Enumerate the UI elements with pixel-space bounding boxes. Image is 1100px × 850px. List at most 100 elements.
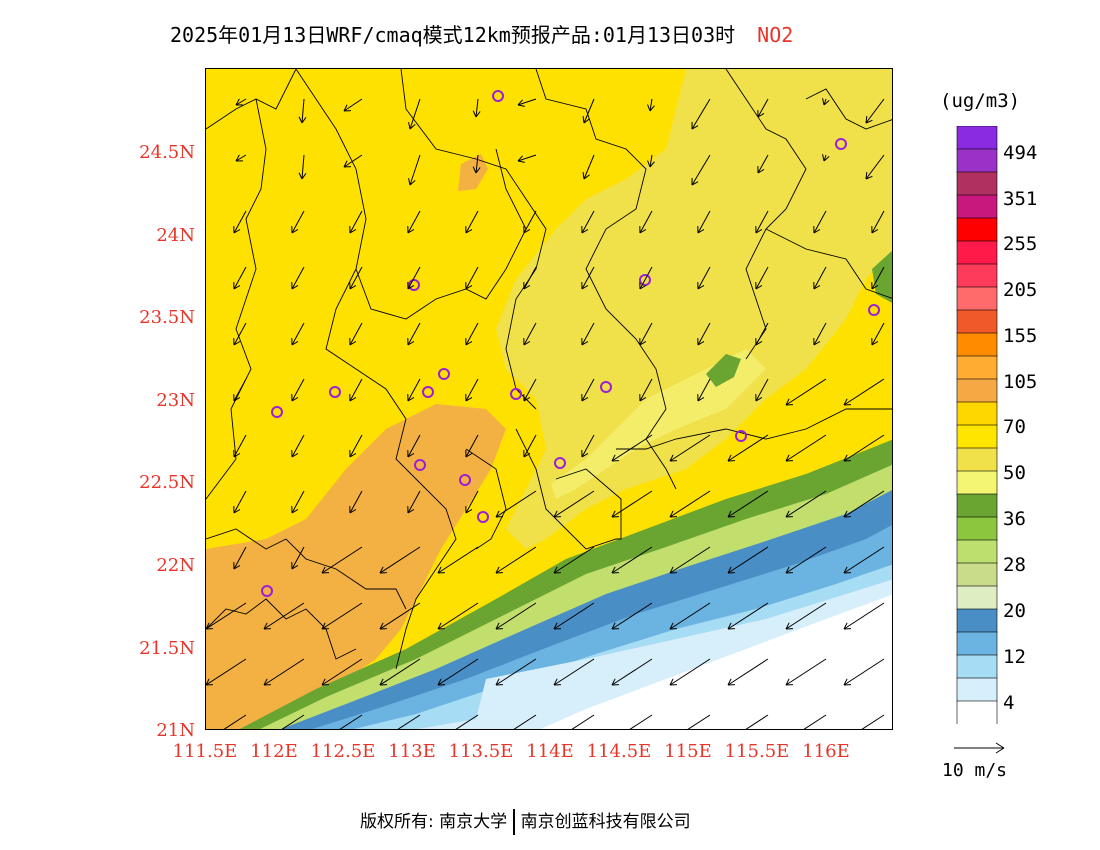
wind-arrow <box>582 98 595 124</box>
station-marker <box>459 474 471 486</box>
station-marker <box>438 368 450 380</box>
wind-arrow <box>843 658 885 686</box>
wind-arrow <box>582 154 595 180</box>
wind-arrow <box>865 154 885 180</box>
wind-arrow <box>472 98 481 118</box>
legend-swatch <box>956 447 998 472</box>
legend-label-255: 255 <box>1003 233 1038 255</box>
wind-arrow <box>669 490 711 518</box>
wind-arrow <box>757 98 769 118</box>
lon-tick-116: 116E <box>802 741 850 762</box>
wind-arrow <box>523 434 537 458</box>
wind-arrow <box>639 378 653 402</box>
wind-arrow <box>727 658 769 686</box>
wind-arrow <box>843 378 885 406</box>
wind-arrow <box>843 434 885 462</box>
wind-arrow <box>865 98 885 124</box>
wind-arrow <box>233 546 247 570</box>
wind-arrow <box>523 210 537 234</box>
legend-swatch <box>956 309 998 334</box>
wind-arrow <box>785 546 827 574</box>
wind-arrow <box>755 322 769 346</box>
wind-arrow <box>785 378 827 406</box>
wind-arrow <box>727 434 769 462</box>
pale-yellow-zone <box>551 349 766 499</box>
wind-arrow <box>513 714 537 729</box>
lon-tick-113: 113E <box>388 741 436 762</box>
station-marker <box>329 386 341 398</box>
station-marker <box>735 430 747 442</box>
legend-label-20: 20 <box>1003 600 1026 622</box>
title-pollutant: NO2 <box>757 23 794 47</box>
station-marker <box>600 381 612 393</box>
wind-arrow <box>553 658 595 686</box>
copyright-footer: 版权所有: 南京大学 南京创蓝科技有限公司 <box>360 808 691 836</box>
wind-arrow <box>611 490 653 518</box>
light-yellow-zone <box>496 69 892 549</box>
wind-arrow <box>581 266 595 290</box>
wind-arrow <box>397 714 421 729</box>
wind-arrow <box>263 658 305 686</box>
forecast-map <box>206 69 892 729</box>
wind-arrow <box>455 714 479 729</box>
wind-arrow <box>523 266 537 290</box>
wind-arrow <box>233 490 247 514</box>
wind-arrow <box>349 322 363 346</box>
wind-arrow <box>669 658 711 686</box>
legend-swatch <box>956 263 998 288</box>
station-marker <box>554 457 566 469</box>
wind-arrow <box>465 266 479 290</box>
lon-tick-114.5: 114.5E <box>586 741 652 762</box>
map-panel <box>205 68 893 730</box>
wind-arrow <box>581 322 595 346</box>
wind-arrow <box>581 210 595 234</box>
lon-tick-112: 112E <box>250 741 298 762</box>
legend-swatch <box>956 700 998 724</box>
wind-arrow <box>629 714 653 729</box>
wind-arrow <box>755 210 769 234</box>
legend-swatch <box>956 677 998 702</box>
wind-arrow <box>321 658 363 686</box>
wind-arrow <box>647 98 655 112</box>
wind-arrow <box>813 210 827 234</box>
legend-swatch <box>956 470 998 495</box>
wind-arrow <box>291 210 305 234</box>
wind-arrow <box>757 154 769 174</box>
wind-arrow <box>408 154 421 186</box>
legend-label-205: 205 <box>1003 279 1038 301</box>
legend-swatch <box>956 516 998 541</box>
wind-arrow <box>233 210 247 234</box>
footer-separator <box>513 809 515 835</box>
station-marker <box>408 279 420 291</box>
wind-arrow <box>407 322 421 346</box>
wind-arrow <box>298 98 307 124</box>
legend-label-36: 36 <box>1003 508 1026 530</box>
wind-arrow <box>639 266 653 290</box>
station-marker <box>510 388 522 400</box>
wind-arrow <box>233 378 247 402</box>
wind-arrow <box>697 266 711 290</box>
wind-arrow <box>495 490 537 518</box>
wind-arrow <box>233 266 247 290</box>
legend-swatch <box>956 286 998 311</box>
wind-arrow <box>263 602 305 630</box>
station-marker <box>835 138 847 150</box>
wind-arrow <box>517 154 537 163</box>
wind-arrow <box>349 434 363 458</box>
legend-swatch <box>956 171 998 196</box>
green-patch-center <box>706 354 741 387</box>
monitoring-stations <box>261 90 880 597</box>
wind-arrow <box>291 266 305 290</box>
lat-tick-23.5: 23.5N <box>139 307 195 328</box>
wind-arrow <box>687 714 711 729</box>
wind-arrow <box>517 98 537 107</box>
station-marker <box>477 511 489 523</box>
legend-label-70: 70 <box>1003 416 1026 438</box>
wind-arrow <box>785 658 827 686</box>
wind-arrow <box>669 602 711 630</box>
station-marker <box>271 406 283 418</box>
legend-swatch <box>956 217 998 242</box>
wind-arrow <box>611 658 653 686</box>
admin-boundaries <box>206 69 892 670</box>
wind-arrow <box>727 546 769 574</box>
